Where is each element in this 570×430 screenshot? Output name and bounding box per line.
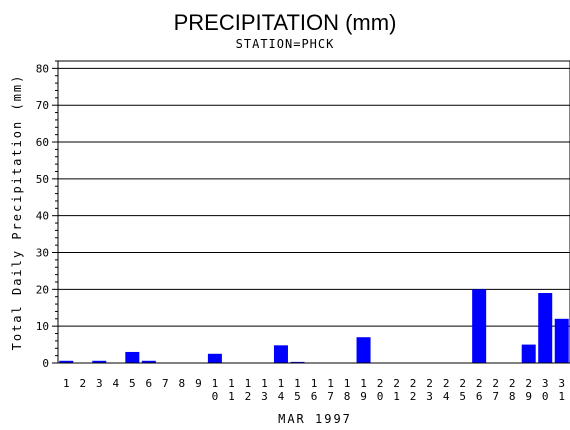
grid-lines bbox=[58, 67, 570, 327]
chart-title: PRECIPITATION (mm) bbox=[174, 10, 397, 35]
bar bbox=[290, 361, 305, 363]
bar bbox=[207, 353, 222, 363]
x-tick-label: 7 bbox=[162, 377, 169, 390]
y-tick-label: 10 bbox=[36, 320, 49, 333]
bar bbox=[538, 293, 553, 363]
x-tick-label: 2 bbox=[79, 377, 86, 390]
y-tick-label: 0 bbox=[42, 357, 49, 370]
x-tick-label: 1 bbox=[63, 377, 70, 390]
x-axis-ticks: 1 2 3 4 5 6 7 8 9 1 01 11 21 31 41 51 61 71 81 92 02 12 22 32 42… bbox=[63, 377, 565, 403]
bar bbox=[472, 289, 487, 363]
bar bbox=[141, 360, 156, 363]
bar bbox=[356, 337, 371, 363]
chart-subtitle: STATION=PHCK bbox=[236, 37, 335, 51]
x-tick-label: 5 bbox=[129, 377, 136, 390]
y-axis-label: Total Daily Precipitation (mm) bbox=[10, 74, 24, 351]
y-tick-label: 60 bbox=[36, 136, 49, 149]
plot-frame bbox=[57, 60, 570, 364]
y-tick-label: 30 bbox=[36, 247, 49, 260]
y-axis-ticks: 0 10 20 30 40 50 60 70 80 bbox=[36, 60, 58, 370]
x-axis-label: MAR 1997 bbox=[278, 412, 352, 426]
bar bbox=[125, 351, 140, 363]
bar bbox=[59, 360, 74, 363]
x-tick-label: 4 bbox=[112, 377, 119, 390]
y-tick-label: 80 bbox=[36, 62, 49, 75]
x-tick-label: 3 bbox=[96, 377, 103, 390]
x-tick-label: 8 bbox=[179, 377, 186, 390]
y-tick-label: 70 bbox=[36, 99, 49, 112]
y-tick-label: 50 bbox=[36, 173, 49, 186]
bar bbox=[273, 345, 288, 363]
x-tick-label: 6 bbox=[146, 377, 153, 390]
y-tick-label: 40 bbox=[36, 210, 49, 223]
x-tick-label: 9 bbox=[195, 377, 202, 390]
bars bbox=[59, 289, 569, 363]
bar bbox=[92, 360, 107, 363]
bar bbox=[554, 318, 569, 363]
y-tick-label: 20 bbox=[36, 283, 49, 296]
bar bbox=[521, 344, 536, 363]
